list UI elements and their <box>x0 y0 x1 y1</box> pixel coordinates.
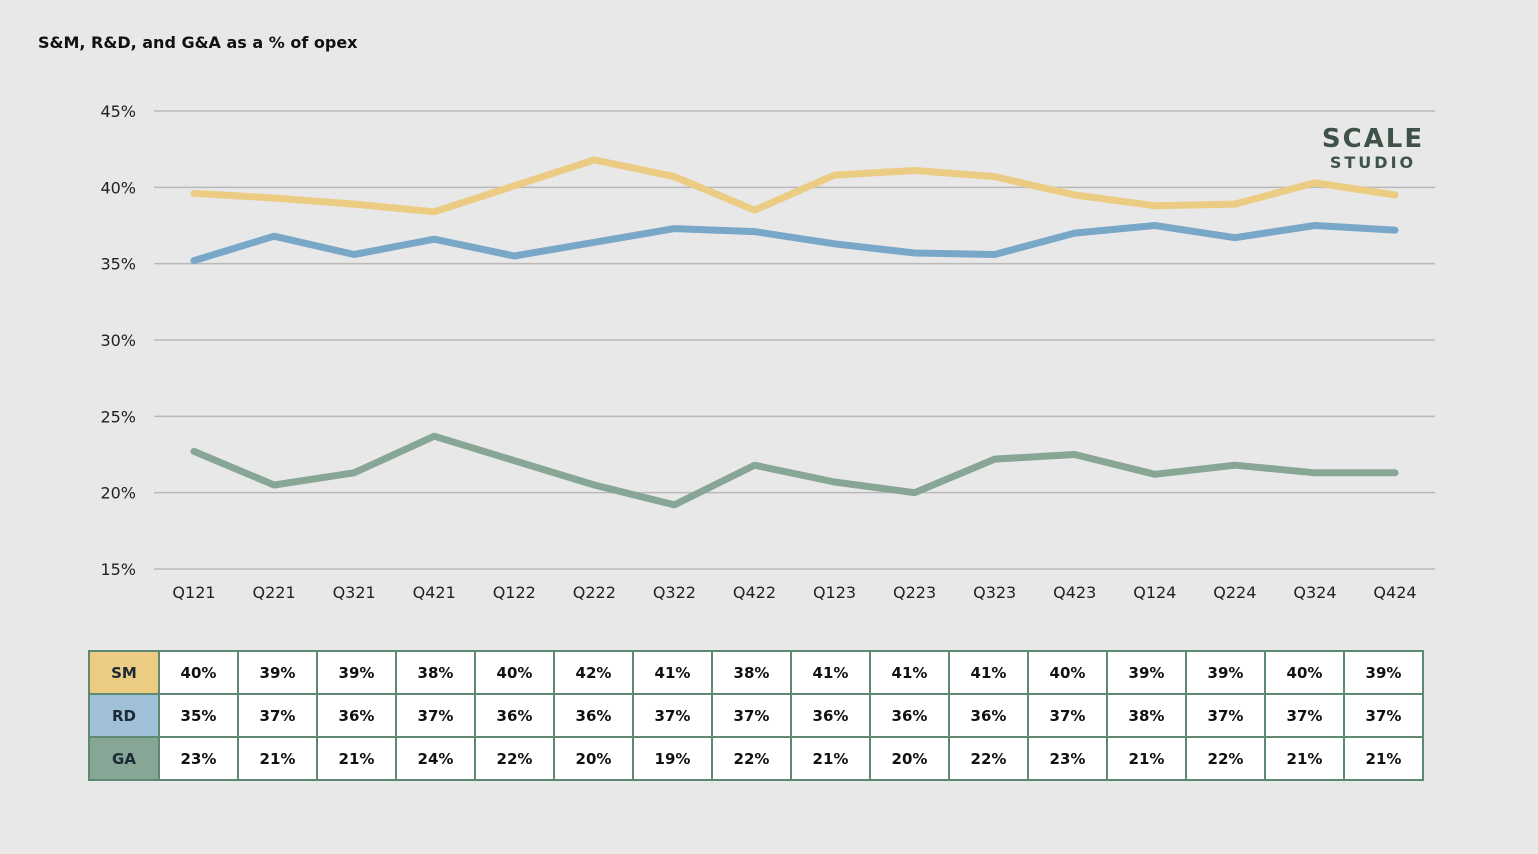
y-tick-label: 25% <box>100 407 136 426</box>
table-cell: 41% <box>869 650 950 695</box>
table-cell: 20% <box>869 736 950 781</box>
y-tick-label: 20% <box>100 484 136 503</box>
table-cell: 21% <box>316 736 397 781</box>
table-cell: 36% <box>316 693 397 738</box>
table-cell: 37% <box>632 693 713 738</box>
table-cell: 37% <box>1343 693 1424 738</box>
row-header-sm: SM <box>88 650 160 695</box>
series-line-rd <box>190 222 1399 265</box>
table-cell: 19% <box>632 736 713 781</box>
table-cell: 36% <box>474 693 555 738</box>
table-cell: 39% <box>237 650 318 695</box>
table-cell: 38% <box>395 650 476 695</box>
y-tick-label: 35% <box>100 255 136 274</box>
table-cell: 40% <box>474 650 555 695</box>
table-cell: 40% <box>1264 650 1345 695</box>
x-tick-label: Q423 <box>1053 583 1096 602</box>
x-axis-ticks: Q121 Q221 Q321 Q421 Q122 Q222 Q322 Q422 Q123 Q223… <box>172 583 1416 602</box>
y-tick-label: 40% <box>100 178 136 197</box>
table-cell: 41% <box>790 650 871 695</box>
table-cell: 21% <box>1264 736 1345 781</box>
series-line-sm <box>190 156 1399 216</box>
table-cell: 37% <box>1264 693 1345 738</box>
table-cell: 37% <box>1027 693 1108 738</box>
table-cell: 38% <box>1106 693 1187 738</box>
y-axis-ticks: 45% 40% 35% 30% 25% 20% 15% <box>100 102 136 579</box>
row-header-rd: RD <box>88 693 160 738</box>
chart-title: S&M, R&D, and G&A as a % of opex <box>38 33 358 52</box>
table-cell: 23% <box>1027 736 1108 781</box>
x-tick-label: Q221 <box>252 583 295 602</box>
table-cell: 37% <box>1185 693 1266 738</box>
table-cell: 41% <box>948 650 1029 695</box>
y-tick-label: 30% <box>100 331 136 350</box>
line-chart: 45%40%35%30%25%20%15% Q121 Q221 Q321 Q421 Q1… <box>100 102 1435 602</box>
table-cell: 36% <box>869 693 950 738</box>
table-cell: 20% <box>553 736 634 781</box>
table-cell: 36% <box>553 693 634 738</box>
table-cell: 21% <box>237 736 318 781</box>
table-cell: 22% <box>948 736 1029 781</box>
table-cell: 39% <box>316 650 397 695</box>
x-tick-label: Q223 <box>893 583 936 602</box>
table-cell: 38% <box>711 650 792 695</box>
logo-line-2: STUDIO <box>1329 153 1417 172</box>
table-cell: 39% <box>1185 650 1266 695</box>
scale-studio-logo: SCALE STUDIO <box>1300 124 1446 172</box>
table-cell: 37% <box>237 693 318 738</box>
table-cell: 36% <box>790 693 871 738</box>
y-tick-label: 15% <box>100 560 136 579</box>
table-cell: 40% <box>158 650 239 695</box>
table-cell: 21% <box>1343 736 1424 781</box>
table-cell: 22% <box>474 736 555 781</box>
x-tick-label: Q421 <box>413 583 456 602</box>
x-tick-label: Q322 <box>653 583 696 602</box>
x-tick-label: Q124 <box>1133 583 1176 602</box>
table-cell: 23% <box>158 736 239 781</box>
x-tick-label: Q424 <box>1373 583 1416 602</box>
x-tick-label: Q123 <box>813 583 856 602</box>
x-tick-label: Q122 <box>493 583 536 602</box>
table-cell: 36% <box>948 693 1029 738</box>
data-table: SM 40% 39% 39% 38% 40% 42% 41% 38% 41% 41% 41% 40% 39… <box>88 650 1424 781</box>
x-tick-label: Q323 <box>973 583 1016 602</box>
x-tick-label: Q121 <box>172 583 215 602</box>
table-cell: 40% <box>1027 650 1108 695</box>
row-header-ga: GA <box>88 736 160 781</box>
table-row: SM 40% 39% 39% 38% 40% 42% 41% 38% 41% 41% 41% 40% 39… <box>88 650 1424 695</box>
x-tick-label: Q222 <box>573 583 616 602</box>
series-line-ga <box>190 432 1399 509</box>
table-cell: 42% <box>553 650 634 695</box>
x-tick-label: Q422 <box>733 583 776 602</box>
y-tick-label: 45% <box>100 102 136 121</box>
series-lines <box>190 156 1399 509</box>
table-row: GA 23% 21% 21% 24% 22% 20% 19% 22% 21% 20% 22% 23% 21… <box>88 736 1424 781</box>
table-cell: 35% <box>158 693 239 738</box>
x-tick-label: Q321 <box>333 583 376 602</box>
table-cell: 21% <box>1106 736 1187 781</box>
logo-line-1: SCALE <box>1321 124 1425 154</box>
table-cell: 22% <box>711 736 792 781</box>
x-tick-label: Q224 <box>1213 583 1256 602</box>
table-cell: 21% <box>790 736 871 781</box>
table-cell: 39% <box>1343 650 1424 695</box>
table-cell: 37% <box>395 693 476 738</box>
x-tick-label: Q324 <box>1293 583 1336 602</box>
table-cell: 22% <box>1185 736 1266 781</box>
table-cell: 39% <box>1106 650 1187 695</box>
gridlines <box>154 110 1435 570</box>
table-row: RD 35% 37% 36% 37% 36% 36% 37% 37% 36% 36% 36% 37% 38… <box>88 693 1424 738</box>
table-cell: 24% <box>395 736 476 781</box>
table-cell: 41% <box>632 650 713 695</box>
table-cell: 37% <box>711 693 792 738</box>
